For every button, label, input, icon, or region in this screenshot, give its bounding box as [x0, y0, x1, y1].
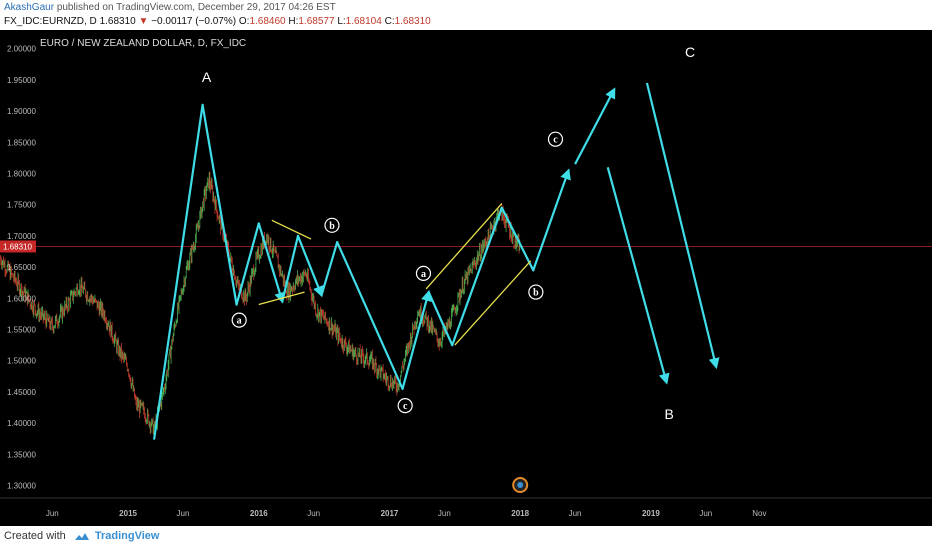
open-value: 1.68460: [249, 16, 286, 27]
low-value: 1.68104: [345, 16, 382, 27]
open-label: O:: [238, 16, 250, 27]
y-tick-label: 1.90000: [7, 107, 36, 116]
wave-label-circle: [397, 398, 413, 414]
wave-segment: [281, 234, 300, 303]
chart-title: EURO / NEW ZEALAND DOLLAR, D, FX_IDC: [40, 38, 246, 49]
tradingview-brand-link[interactable]: TradingView: [94, 530, 160, 542]
event-icon-dot: [517, 482, 524, 488]
projection-arrow: [645, 82, 720, 370]
wave-label-circle: [528, 284, 544, 300]
chart-area[interactable]: EURO / NEW ZEALAND DOLLAR, D, FX_IDC 2.00…: [0, 30, 932, 526]
projection-arrow: [574, 87, 616, 165]
wave-label-B: B: [665, 406, 674, 422]
footer: Created with TradingView: [4, 530, 159, 542]
wave-segment: [296, 234, 324, 298]
publish-text: published on TradingView.com, December 2…: [56, 2, 336, 13]
wave-label-A: A: [202, 69, 212, 85]
wave-segment: [336, 241, 404, 390]
wave-label-circle: [547, 131, 564, 147]
channel-line: [271, 219, 312, 240]
y-tick-label: 1.55000: [7, 326, 36, 335]
x-tick-label: Jun: [307, 509, 320, 518]
high-label: H:: [288, 16, 299, 27]
x-tick-label: Jun: [438, 509, 451, 518]
tradingview-logo-icon: [74, 532, 89, 540]
low-label: L:: [337, 16, 346, 27]
y-tick-label: 1.50000: [7, 357, 36, 366]
x-tick-label: Jun: [699, 509, 712, 518]
wave-segment: [401, 289, 432, 390]
chart-svg[interactable]: EURO / NEW ZEALAND DOLLAR, D, FX_IDC 2.00…: [0, 30, 932, 526]
y-tick-label: 2.00000: [7, 45, 36, 54]
y-tick-label: 1.60000: [7, 294, 36, 303]
channel-line: [454, 260, 532, 346]
wave-label-circle: [324, 217, 340, 233]
x-tick-label: 2018: [511, 509, 529, 518]
wave-label-c: c: [553, 135, 558, 146]
symbol-name: FX_IDC:EURNZD, D: [4, 16, 97, 27]
author-link[interactable]: AkashGaur: [4, 2, 55, 13]
wave-segment: [201, 103, 238, 306]
y-tick-label: 1.70000: [7, 232, 36, 241]
high-value: 1.68577: [298, 16, 335, 27]
wave-segment: [532, 168, 571, 272]
y-tick-label: 1.30000: [7, 482, 36, 491]
x-tick-label: Jun: [569, 509, 582, 518]
wave-label-circle: [415, 265, 432, 281]
wave-label-b: b: [533, 288, 539, 299]
price-label-bg: [0, 240, 36, 253]
x-tick-label: Nov: [752, 509, 766, 518]
wave-label-c: c: [403, 401, 408, 412]
price-label: 1.68310: [3, 242, 32, 251]
close-value: 1.68310: [394, 16, 431, 27]
wave-label-a: a: [237, 316, 242, 327]
y-tick-label: 1.80000: [7, 170, 36, 179]
x-tick-label: Jun: [46, 509, 59, 518]
channel-line: [425, 203, 503, 290]
wave-segment: [235, 222, 260, 306]
close-label: C:: [384, 16, 395, 27]
wave-segment: [427, 290, 454, 347]
created-with-text: Created with: [4, 530, 66, 542]
wave-segment: [153, 103, 204, 440]
x-tick-label: Jun: [177, 509, 190, 518]
wave-segment: [320, 241, 339, 297]
y-tick-label: 1.75000: [7, 201, 36, 210]
change-value: −0.00117 (−0.07%): [151, 16, 237, 27]
y-tick-label: 1.45000: [7, 388, 36, 397]
wave-label-b: b: [329, 221, 335, 232]
change-down-icon: ▼: [138, 16, 149, 27]
wave-segment: [500, 206, 535, 272]
y-tick-label: 1.40000: [7, 419, 36, 428]
x-tick-label: 2019: [642, 509, 660, 518]
symbol-info: FX_IDC:EURNZD, D 1.68310 ▼ −0.00117 (−0.…: [4, 16, 431, 27]
y-tick-label: 1.35000: [7, 450, 36, 459]
x-tick-label: 2016: [250, 509, 268, 518]
y-tick-label: 1.65000: [7, 263, 36, 272]
channel-line: [258, 291, 305, 306]
wave-label-a: a: [421, 269, 426, 280]
projection-arrow: [606, 166, 670, 385]
wave-segment: [257, 222, 286, 304]
wave-label-circle: [231, 312, 247, 328]
wave-segment: [451, 206, 503, 347]
y-tick-label: 1.85000: [7, 138, 36, 147]
y-tick-label: 1.95000: [7, 76, 36, 85]
publish-info: AkashGaur published on TradingView.com, …: [4, 2, 336, 13]
x-tick-label: 2017: [381, 509, 399, 518]
last-price: 1.68310: [99, 16, 136, 27]
x-tick-label: 2015: [119, 509, 137, 518]
wave-label-C: C: [685, 44, 695, 60]
